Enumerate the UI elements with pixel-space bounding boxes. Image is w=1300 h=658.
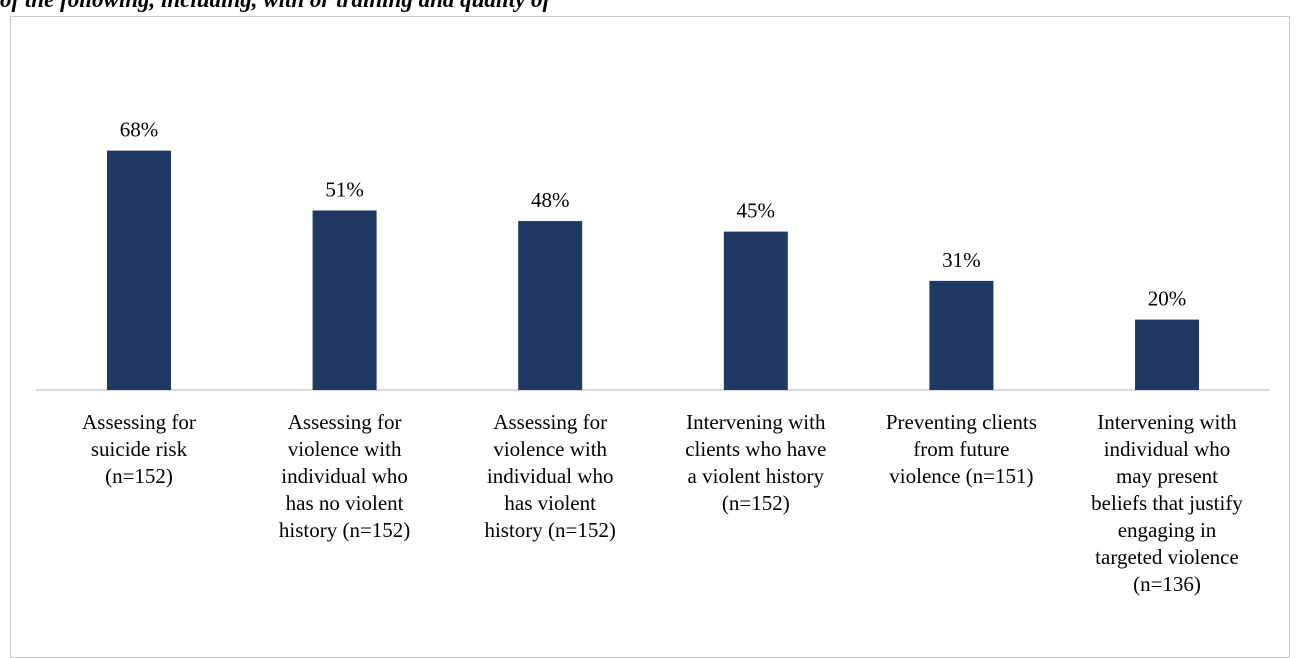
- category-label-line: from future: [913, 437, 1010, 461]
- category-label-line: suicide risk: [90, 437, 188, 461]
- category-label-line: a violent history: [687, 464, 825, 488]
- category-label-line: individual who: [1103, 437, 1231, 461]
- category-label-line: engaging in: [1117, 518, 1217, 542]
- category-label-line: may present: [1115, 464, 1219, 488]
- bar-3: [518, 221, 583, 390]
- category-label-line: (n=152): [105, 464, 173, 488]
- chart-frame: [10, 16, 1290, 658]
- bar-5: [929, 280, 994, 390]
- category-label-line: individual who: [486, 464, 614, 488]
- category-label-line: clients who have: [685, 437, 827, 461]
- category-label-line: Assessing for: [287, 410, 402, 434]
- data-label-5: 31%: [942, 248, 981, 272]
- category-label-line: beliefs that justify: [1091, 491, 1243, 515]
- category-label-line: has no violent: [285, 491, 404, 515]
- category-label-3: Assessing for violence with individual who…: [445, 409, 655, 544]
- category-label-1: Assessing for suicide risk (n=152): [34, 409, 244, 490]
- category-label-2: Assessing for violence with individual who…: [240, 409, 450, 544]
- category-label-line: history (n=152): [484, 518, 616, 542]
- category-label-line: individual who: [281, 464, 408, 488]
- bar-6: [1135, 319, 1199, 390]
- category-label-line: (n=136): [1133, 572, 1201, 596]
- category-label-line: targeted violence: [1095, 545, 1239, 569]
- category-label-line: history (n=152): [278, 518, 411, 542]
- category-label-4: Intervening with clients who have a violen…: [651, 409, 861, 517]
- category-label-5: Preventing clients from future violence (n…: [856, 409, 1066, 490]
- category-label-line: (n=152): [721, 491, 790, 515]
- data-label-2: 51%: [325, 177, 364, 201]
- category-label-line: has violent: [504, 491, 596, 515]
- category-label-line: Preventing clients: [885, 410, 1037, 434]
- bar-4: [723, 231, 788, 390]
- data-label-4: 45%: [737, 199, 776, 223]
- category-label-line: Assessing for: [82, 410, 196, 434]
- category-label-6: Intervening with individual who may presen…: [1062, 409, 1272, 598]
- data-label-3: 48%: [531, 188, 570, 212]
- category-label-line: Intervening with: [1097, 410, 1237, 434]
- category-label-line: Intervening with: [686, 410, 826, 434]
- bar-2: [312, 210, 377, 390]
- data-label-1: 68%: [120, 118, 159, 142]
- bar-1: [107, 150, 171, 390]
- chart-title: of the following, including, with or tra…: [0, 0, 550, 14]
- data-label-6: 20%: [1148, 287, 1187, 311]
- category-label-line: Assessing for: [493, 410, 608, 434]
- category-label-line: violence with: [493, 437, 608, 461]
- category-label-line: violence with: [287, 437, 402, 461]
- category-label-line: violence (n=151): [889, 464, 1034, 488]
